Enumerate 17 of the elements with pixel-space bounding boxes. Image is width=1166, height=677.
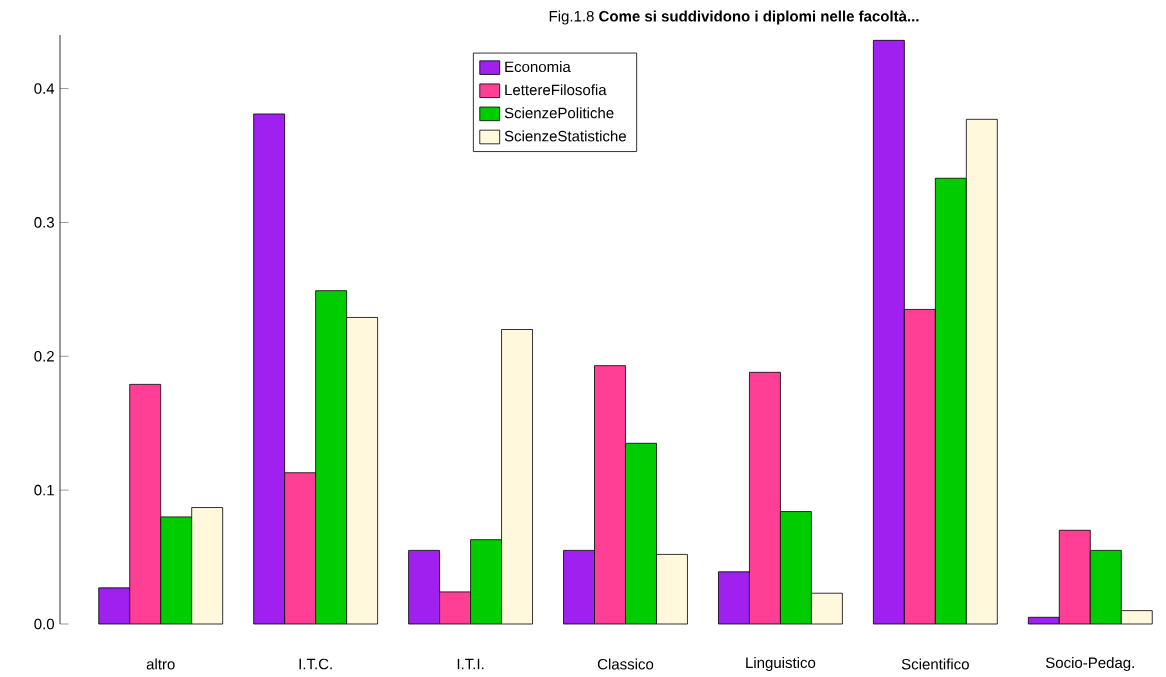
x-tick-label: altro	[146, 658, 175, 670]
x-tick-label: I.T.C.	[299, 658, 332, 670]
x-tick-label: Socio-Pedag.	[1045, 657, 1134, 671]
y-tick-label: 0.2	[34, 350, 54, 362]
x-tick-label: Scientifico	[901, 658, 969, 670]
chart-title: Fig.1.8 Come si suddividono i diplomi nelle facoltà...	[549, 10, 919, 25]
y-tick-label: 0.0	[34, 618, 55, 630]
y-tick-label: 0.4	[34, 83, 55, 94]
x-tick-label: Linguistico	[746, 657, 816, 671]
x-tick-label: I.T.I.	[457, 658, 484, 670]
legend-label: ScienzePolitiche	[504, 107, 614, 119]
y-tick-label: 0.3	[34, 217, 54, 228]
legend-label: Economia	[505, 61, 571, 73]
legend-label: LettereFilosofia	[505, 84, 607, 96]
x-tick-label: Classico	[597, 658, 654, 670]
y-tick-label: 0.1	[34, 484, 54, 496]
legend-label: ScienzeStatistiche	[504, 130, 626, 142]
